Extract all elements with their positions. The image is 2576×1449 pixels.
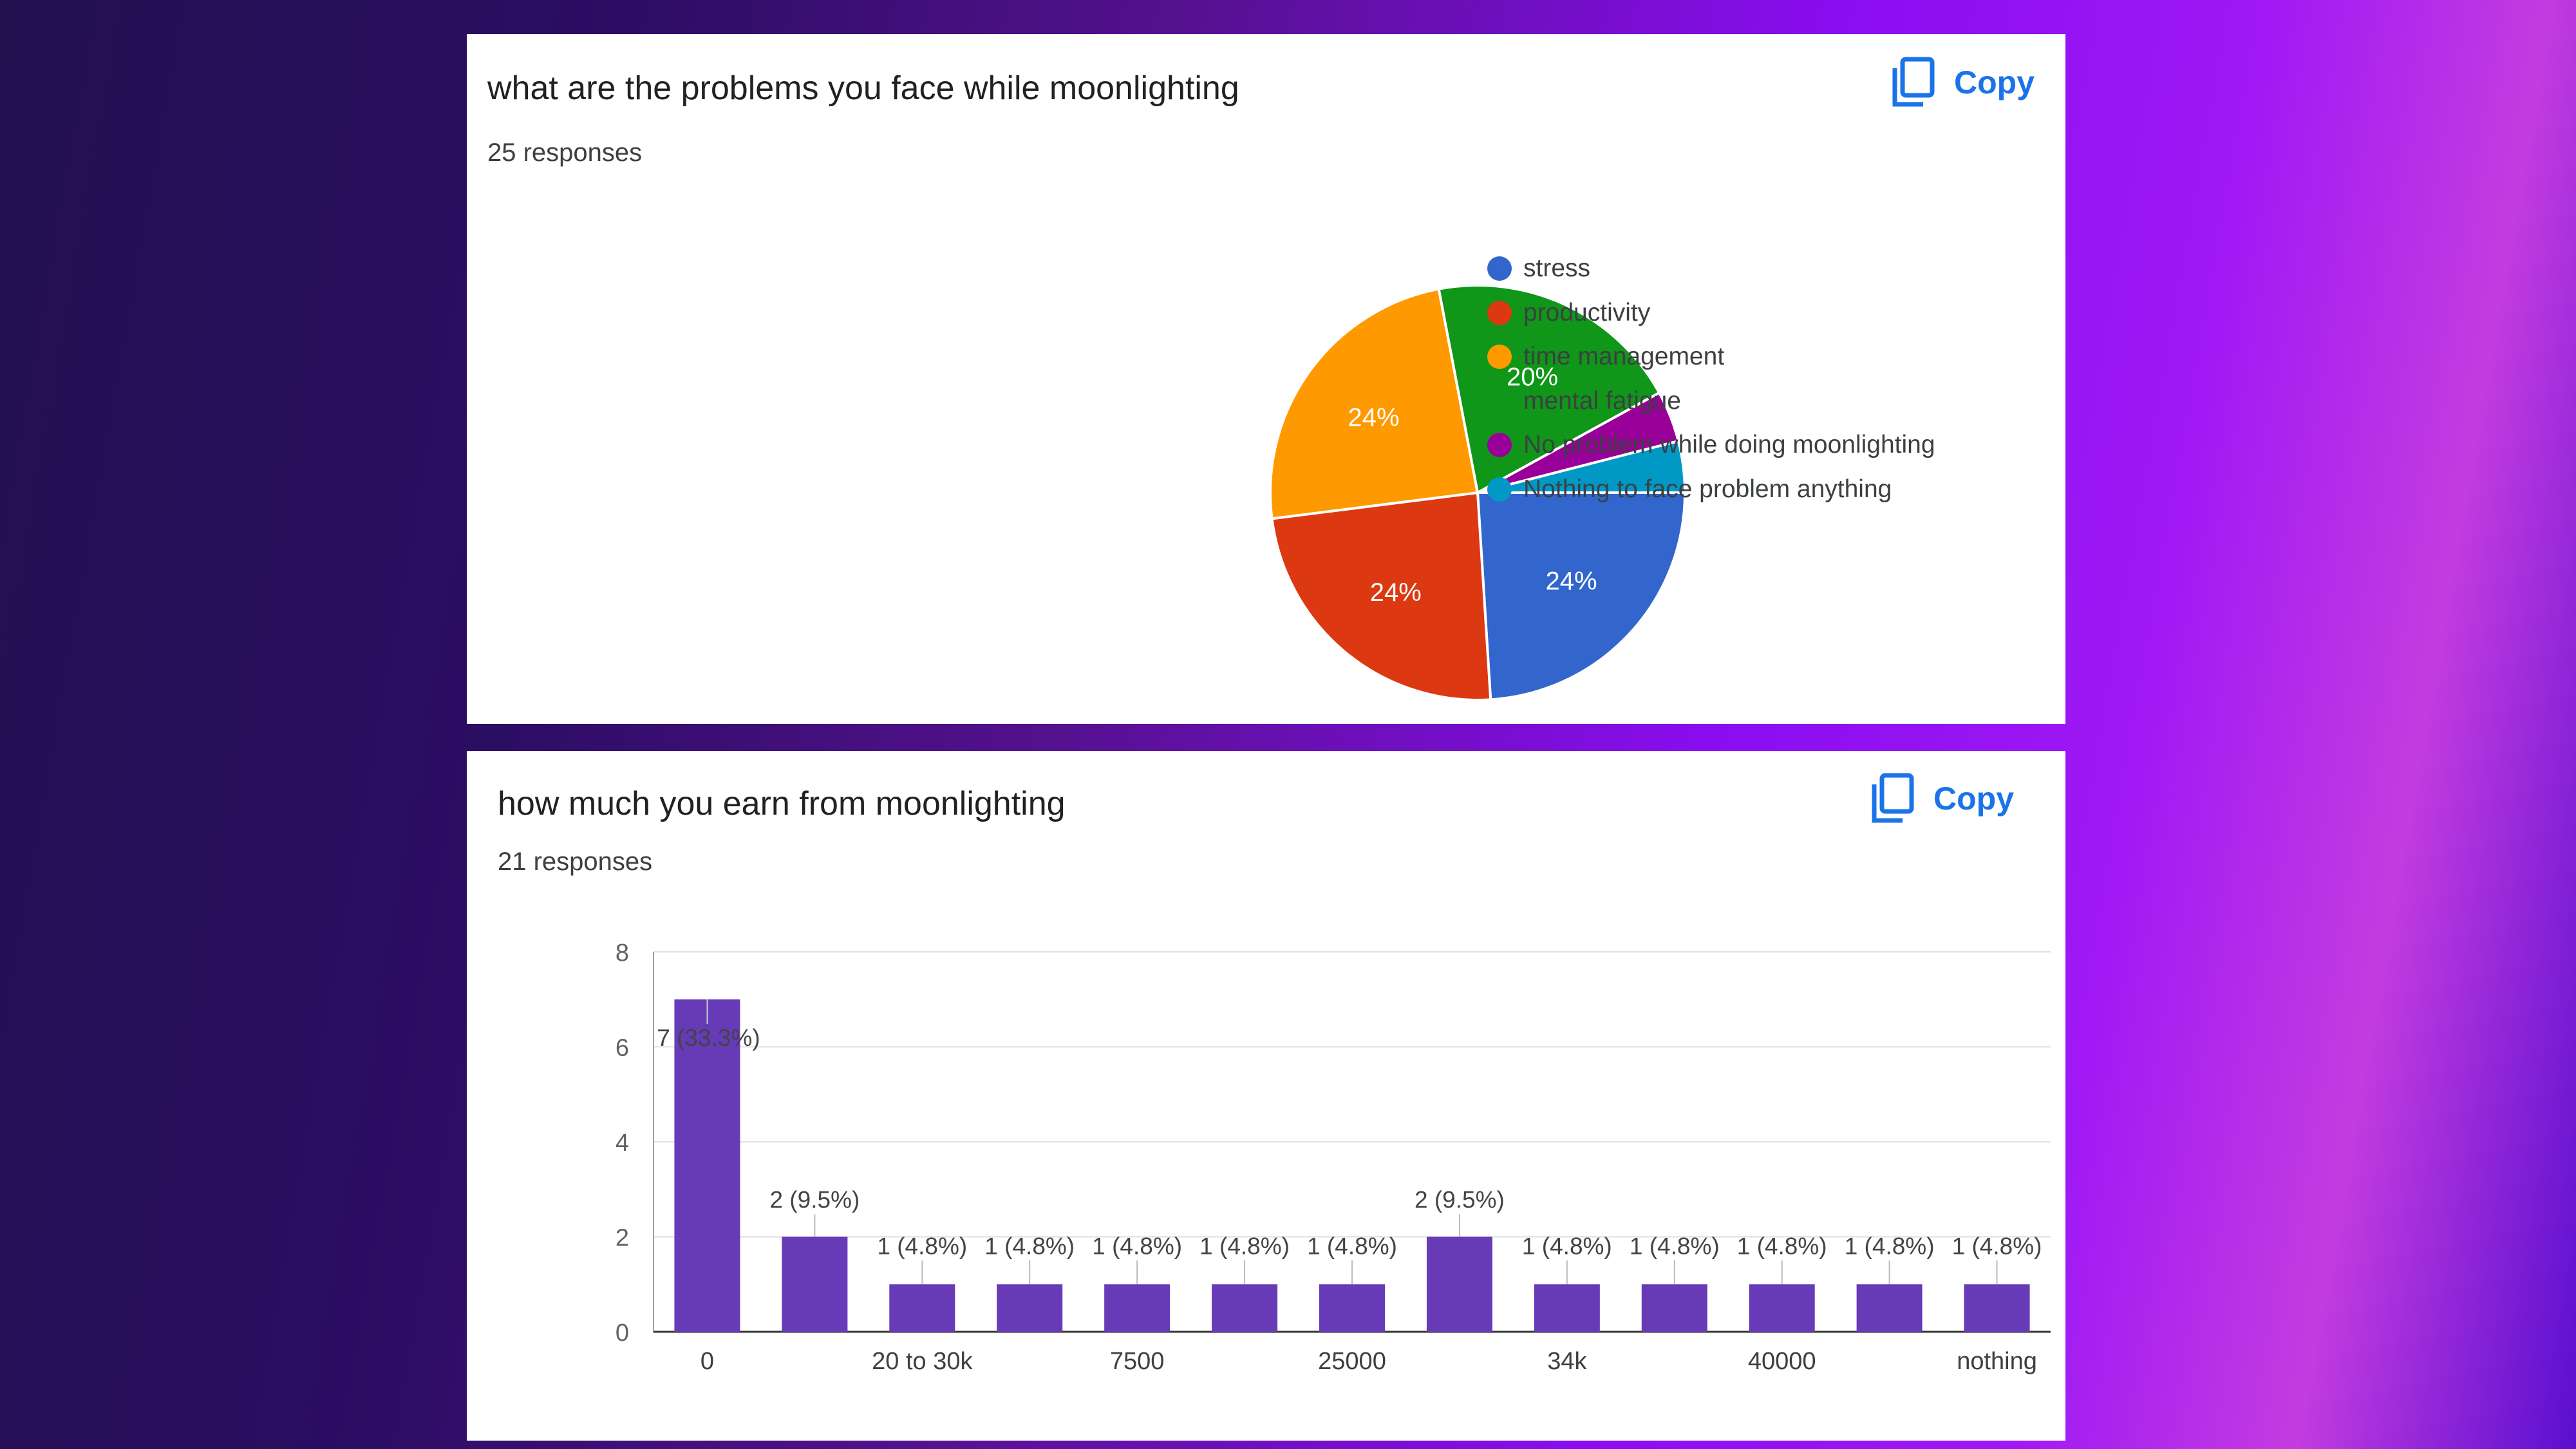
bar-data-label: 2 (9.5%) <box>1415 1187 1505 1213</box>
bar <box>674 999 740 1332</box>
bar-data-label: 1 (4.8%) <box>1307 1233 1397 1259</box>
bar <box>1964 1284 2030 1332</box>
response-count: 25 responses <box>487 138 643 167</box>
x-tick-label: 20 to 30k <box>872 1348 973 1375</box>
y-tick-label: 2 <box>616 1225 629 1252</box>
legend-swatch <box>1487 477 1512 502</box>
legend-swatch <box>1487 345 1512 370</box>
pie-slice-label: 24% <box>1348 404 1399 432</box>
pie-chart: 24% 24% 24% 20% <box>1269 284 1687 701</box>
bar <box>1749 1284 1815 1332</box>
x-tick-label: 7500 <box>1110 1348 1165 1375</box>
pie-slice-stress <box>1476 491 1687 701</box>
legend-item: productivity <box>1487 291 1935 336</box>
pie-slice-productivity <box>1270 491 1492 701</box>
y-tick-label: 6 <box>616 1035 629 1062</box>
legend-item: mental fatigue <box>1487 379 1935 424</box>
x-tick-label: nothing <box>1957 1348 2037 1375</box>
question-title: how much you earn from moonlighting <box>498 785 1066 822</box>
pie-legend: stress productivity time management mental … <box>1487 247 1935 511</box>
x-tick-label: 25000 <box>1318 1348 1386 1375</box>
pie-slice-label: 24% <box>1370 578 1422 607</box>
legend-label: mental fatigue <box>1523 386 1681 415</box>
x-tick-label: 34k <box>1547 1348 1587 1375</box>
x-tick-label: 40000 <box>1748 1348 1816 1375</box>
copy-icon <box>1872 773 1914 823</box>
bar-data-label: 1 (4.8%) <box>1737 1233 1827 1259</box>
legend-swatch <box>1487 300 1512 325</box>
legend-item: No problem while doing moonlighting <box>1487 423 1935 468</box>
legend-label: No problem while doing moonlighting <box>1523 431 1935 459</box>
bar-data-label: 2 (9.5%) <box>769 1187 860 1213</box>
bar <box>1641 1284 1707 1332</box>
bar-data-label: 1 (4.8%) <box>1199 1233 1290 1259</box>
pie-slice-label: 24% <box>1546 567 1597 596</box>
legend-item: time management <box>1487 335 1935 379</box>
x-tick-label: 0 <box>700 1348 714 1375</box>
y-tick-label: 0 <box>616 1320 629 1347</box>
bar <box>889 1284 955 1332</box>
legend-label: time management <box>1523 343 1725 371</box>
legend-swatch <box>1487 388 1512 413</box>
legend-item: stress <box>1487 247 1935 291</box>
pie-slice-label: 20% <box>1507 363 1558 391</box>
bar <box>1426 1236 1492 1332</box>
bar-data-label: 1 (4.8%) <box>1522 1233 1612 1259</box>
bar-data-label: 1 (4.8%) <box>984 1233 1075 1259</box>
bar-chart: 0 2 4 6 8 7 (33.3%) 0 2 (9.5%) 1 (4.8%) 20 to 30k… <box>616 940 2051 1375</box>
bar <box>782 1236 848 1332</box>
pie-slice-nothing-to-face-problem-anything <box>1477 439 1687 494</box>
legend-swatch <box>1487 256 1512 281</box>
bar-data-label: 1 (4.8%) <box>1952 1233 2042 1259</box>
bar <box>997 1284 1063 1332</box>
bar <box>1856 1284 1923 1332</box>
copy-label: Copy <box>1933 781 2014 817</box>
question-title: what are the problems you face while moo… <box>487 70 1239 107</box>
legend-label: stress <box>1523 254 1591 283</box>
legend-item: Nothing to face problem anything <box>1487 468 1935 512</box>
bar <box>1534 1284 1600 1332</box>
bar <box>1319 1284 1385 1332</box>
bar-data-label: 7 (33.3%) <box>657 1025 760 1051</box>
legend-label: productivity <box>1523 298 1651 327</box>
copy-button[interactable]: Copy <box>1891 57 2035 108</box>
bar <box>1104 1284 1170 1332</box>
bar-data-label: 1 (4.8%) <box>1630 1233 1720 1259</box>
pie-slice-time-management <box>1269 287 1480 520</box>
copy-icon <box>1892 57 1935 107</box>
bar-chart-card: how much you earn from moonlighting 21 r… <box>467 751 2065 1441</box>
legend-label: Nothing to face problem anything <box>1523 475 1892 503</box>
pie-chart-card: what are the problems you face while moo… <box>467 34 2065 724</box>
bar-data-label: 1 (4.8%) <box>877 1233 967 1259</box>
copy-button[interactable]: Copy <box>1870 773 2014 824</box>
bar-data-label: 1 (4.8%) <box>1092 1233 1182 1259</box>
bar-data-label: 1 (4.8%) <box>1845 1233 1935 1259</box>
bar <box>1212 1284 1278 1332</box>
response-count: 21 responses <box>498 848 653 876</box>
copy-label: Copy <box>1954 64 2035 100</box>
y-tick-label: 4 <box>616 1130 629 1157</box>
y-tick-label: 8 <box>616 940 629 967</box>
legend-swatch <box>1487 433 1512 458</box>
